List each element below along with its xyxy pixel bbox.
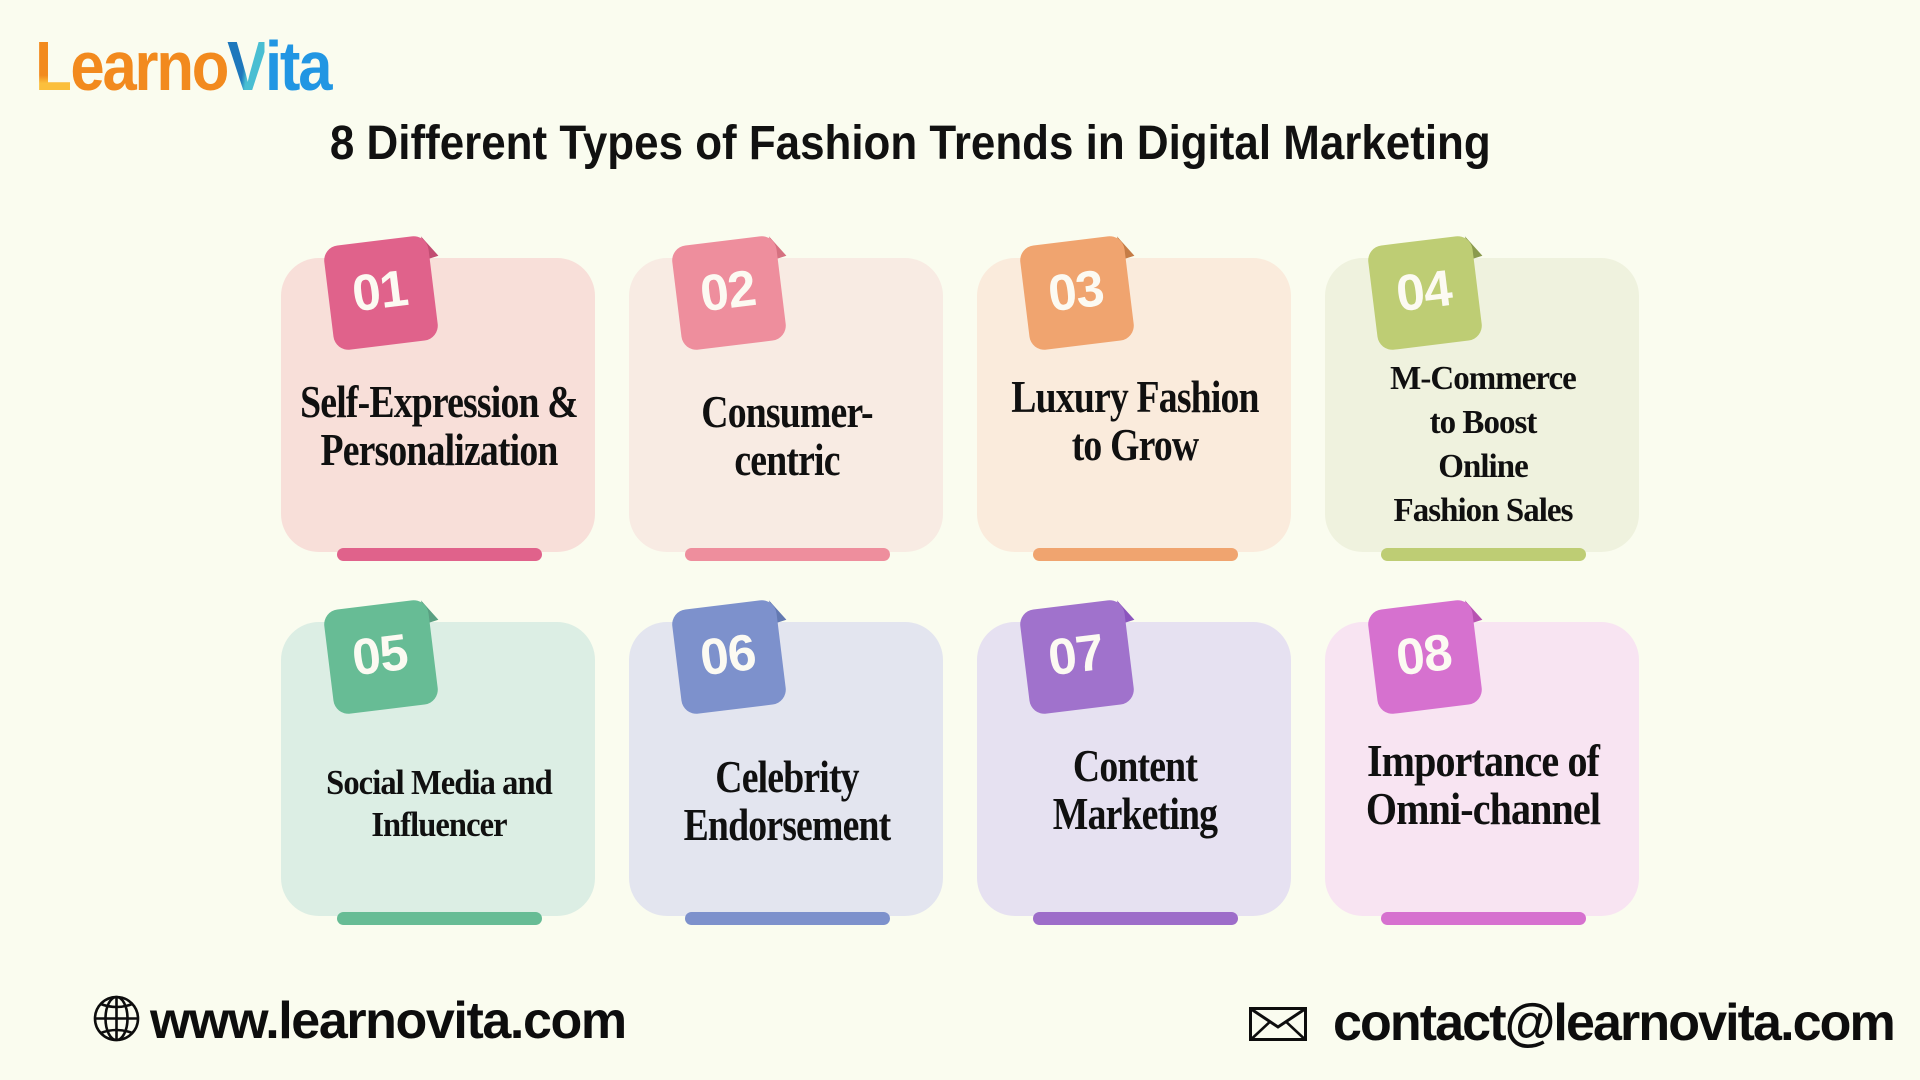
svg-text:01: 01 bbox=[349, 259, 410, 322]
svg-text:08: 08 bbox=[1393, 623, 1454, 686]
svg-text:04: 04 bbox=[1393, 259, 1456, 322]
svg-text:03: 03 bbox=[1045, 259, 1106, 322]
svg-text:05: 05 bbox=[349, 623, 410, 686]
svg-text:06: 06 bbox=[697, 623, 758, 686]
svg-text:07: 07 bbox=[1045, 623, 1106, 686]
svg-text:02: 02 bbox=[697, 259, 758, 322]
